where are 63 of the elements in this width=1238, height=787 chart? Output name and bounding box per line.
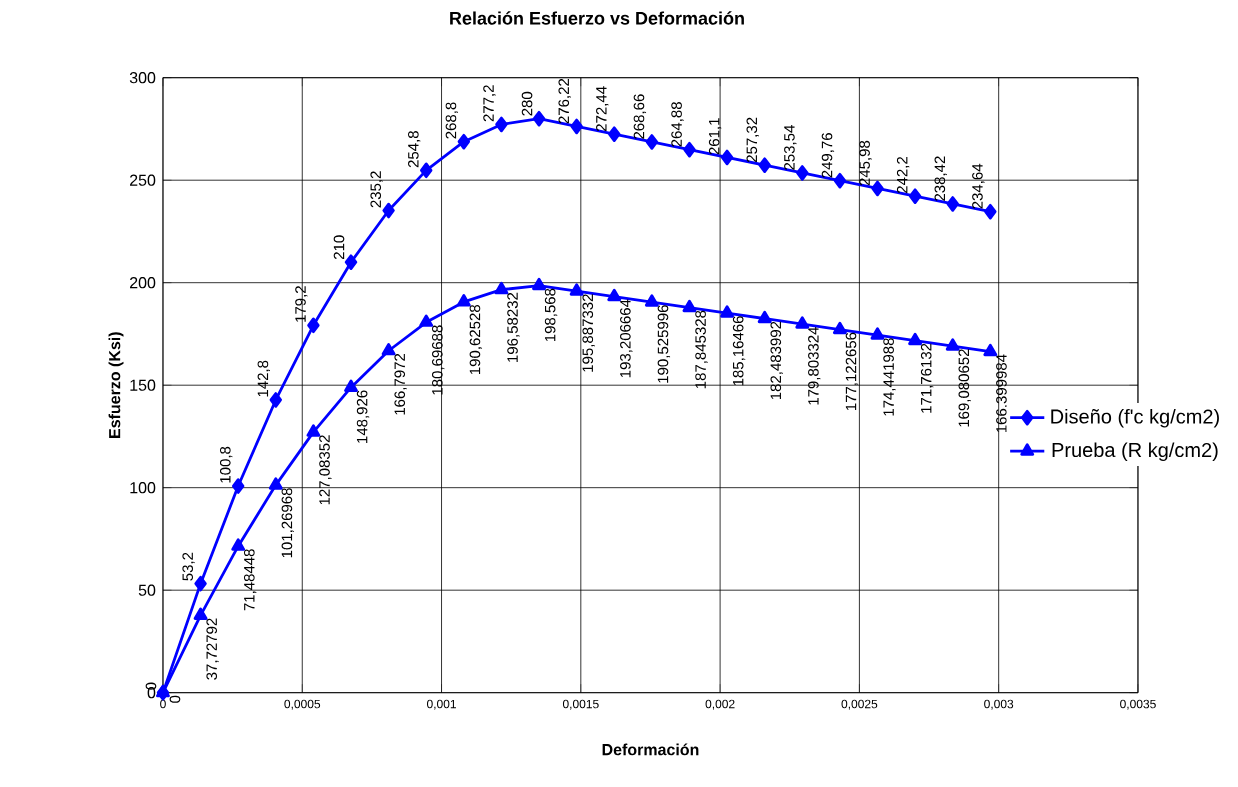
data-label: 245,98	[859, 140, 872, 186]
x-tick-label: 0,003	[984, 699, 1014, 710]
x-tick-label: 0,0005	[284, 699, 321, 710]
legend-label: Prueba (R kg/cm2)	[1052, 442, 1218, 462]
data-label: 182,483992	[770, 321, 783, 400]
data-label: 254,8	[408, 131, 421, 168]
data-label: 37,72792	[206, 618, 219, 680]
data-label: 249,76	[821, 133, 835, 178]
data-label: 277,2	[483, 85, 496, 122]
data-label: 166,399984	[996, 354, 1009, 433]
data-label: 177,122656	[845, 332, 859, 411]
y-axis-title: Esfuerzo (Ksi)	[108, 332, 124, 438]
data-label: 253,54	[784, 125, 797, 170]
data-label: 193,206664	[620, 299, 633, 378]
x-tick-label: 0,0035	[1120, 699, 1156, 710]
data-label: 169,080652	[958, 349, 971, 427]
data-label: 180,69688	[432, 325, 445, 395]
y-tick-label: 200	[130, 277, 156, 289]
data-label: 187,845328	[695, 310, 708, 389]
legend-label: Diseño (f'c kg/cm2)	[1051, 408, 1219, 428]
x-axis-title: Deformación	[602, 743, 699, 756]
data-label: 235,2	[370, 171, 383, 208]
data-label: 179,2	[295, 286, 308, 322]
data-label: 198,568	[544, 288, 558, 342]
y-tick-label: 50	[138, 584, 156, 596]
x-tick-label: 0,0025	[841, 699, 878, 710]
data-label: 166,7972	[394, 353, 407, 415]
data-label: 210	[333, 235, 345, 260]
x-tick-label: 0,0015	[562, 699, 599, 710]
x-tick-label: 0	[160, 699, 166, 709]
data-label: 53,2	[182, 552, 195, 581]
data-label: 190,525996	[657, 305, 671, 383]
data-label: 276,22	[558, 78, 571, 124]
y-tick-label: 250	[130, 174, 156, 186]
data-label: 171,76132	[920, 343, 934, 413]
y-tick-label: 300	[129, 72, 156, 84]
data-label: 71,48448	[243, 549, 257, 611]
data-label: 264,88	[671, 102, 684, 147]
x-tick-label: 0,002	[705, 699, 735, 710]
data-label: 261,1	[708, 118, 722, 155]
data-label: 242,2	[896, 157, 910, 194]
data-label: 268,66	[633, 94, 647, 139]
data-label: 185,16466	[732, 316, 746, 386]
data-label: 142,8	[257, 360, 270, 397]
data-label: 238,42	[934, 156, 947, 201]
data-label: 101,26968	[281, 488, 294, 558]
data-label: 257,32	[746, 117, 759, 163]
data-label: 190,62528	[469, 304, 483, 375]
data-label: 234,64	[972, 163, 985, 209]
y-tick-label: 100	[130, 482, 156, 494]
chart-title: Relación Esfuerzo vs Deformación	[450, 11, 744, 25]
y-tick-label: 150	[130, 379, 156, 391]
data-label: 100,8	[219, 446, 233, 483]
data-label: 174,441988	[883, 338, 896, 416]
data-label: 148,926	[356, 390, 370, 443]
data-label: 195,887332	[582, 294, 595, 372]
data-label: 272,44	[596, 86, 609, 132]
data-label: 280	[521, 91, 533, 116]
data-label: 268,8	[445, 102, 459, 139]
x-tick-label: 0,001	[427, 699, 456, 710]
data-label: 127,08352	[319, 435, 332, 505]
data-label: 196,58232	[507, 292, 520, 362]
data-label: 179,803324	[808, 326, 821, 405]
